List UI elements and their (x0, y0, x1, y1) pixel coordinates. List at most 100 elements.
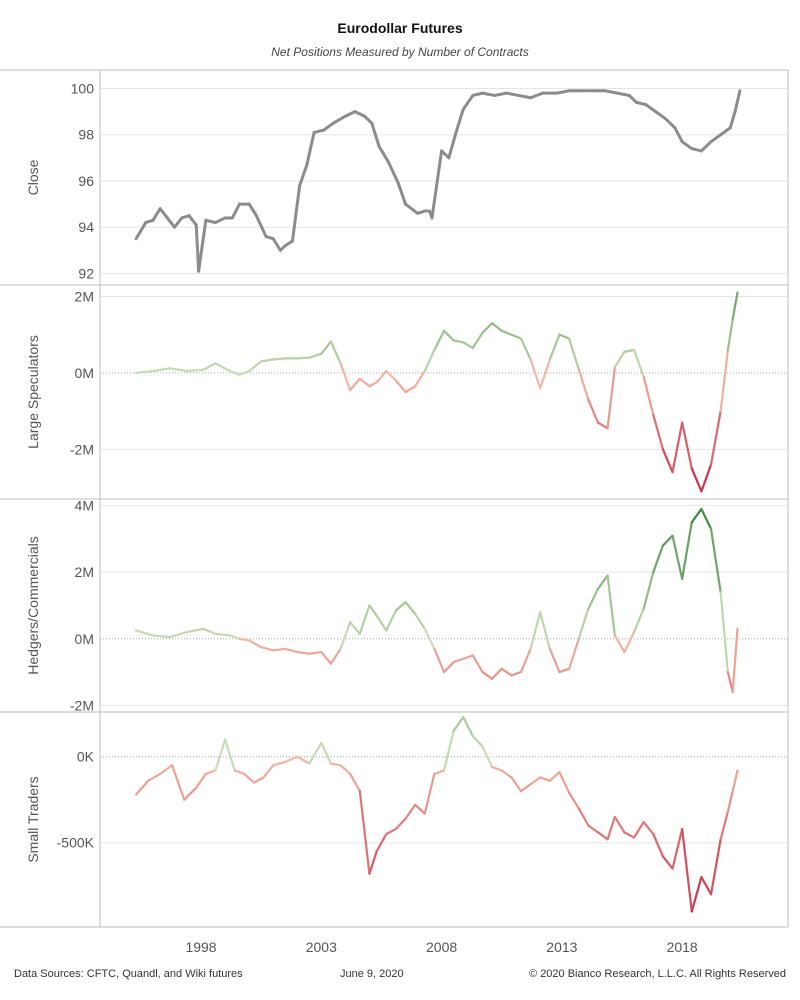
series-segment (519, 337, 532, 361)
y-axis-label: Hedgers/Commercials (25, 536, 41, 674)
series-segment (555, 89, 571, 95)
series-segment (731, 769, 739, 793)
y-tick-label: 2M (75, 288, 94, 304)
series-segment (567, 637, 580, 670)
series-segment (329, 340, 342, 365)
series-segment (394, 817, 407, 831)
series-segment (320, 650, 333, 665)
x-tick-label: 1998 (185, 939, 216, 955)
series-segment (195, 772, 207, 789)
series-segment (606, 574, 616, 637)
series-segment (596, 421, 609, 430)
series-segment (728, 110, 737, 130)
series-segment (312, 128, 326, 134)
series-segment (491, 765, 503, 772)
footer-copyright: © 2020 Bianco Research, L.L.C. All Right… (529, 968, 786, 980)
series-segment (214, 738, 227, 772)
series-segment (719, 810, 729, 841)
y-tick-label: 94 (78, 219, 94, 235)
series-segment (134, 369, 155, 374)
chart-title: Eurodollar Futures (337, 20, 463, 36)
series-segment (671, 827, 684, 870)
series-segment (471, 654, 484, 674)
series-segment (238, 637, 251, 642)
series-segment (719, 126, 732, 137)
x-tick-label: 2018 (667, 939, 698, 955)
series-segment (404, 601, 417, 615)
series-segment (681, 421, 693, 470)
series-segment (290, 184, 302, 243)
series-segment (260, 646, 275, 652)
series-segment (349, 621, 361, 635)
series-segment (709, 527, 722, 594)
series-segment (493, 91, 509, 97)
series-segment (147, 772, 162, 782)
series-segment (519, 783, 532, 793)
series-segment (214, 362, 232, 373)
series-segment (733, 89, 742, 114)
series-segment (491, 322, 503, 332)
series-segment (690, 507, 703, 524)
series-segment (558, 771, 571, 794)
series-segment (454, 107, 465, 134)
series-segment (423, 627, 436, 650)
series-segment (168, 367, 188, 373)
y-tick-label: -2M (70, 441, 94, 457)
series-segment (183, 786, 198, 801)
series-segment (358, 790, 371, 875)
series-segment (500, 769, 513, 779)
series-segment (375, 369, 388, 384)
series-segment (726, 790, 734, 813)
x-tick-label: 2008 (426, 939, 457, 955)
series-segment (481, 670, 494, 680)
series-segment (271, 237, 282, 252)
series-segment (368, 850, 378, 875)
series-segment (343, 110, 357, 118)
y-tick-label: 2M (75, 564, 94, 580)
series-segment (331, 114, 347, 125)
series-segment (529, 91, 545, 100)
series-segment (613, 634, 626, 654)
series-segment (414, 803, 426, 815)
series-segment (414, 612, 426, 630)
series-segment (171, 764, 186, 801)
series-segment (204, 769, 217, 776)
series-segment (505, 91, 521, 97)
series-segment (423, 348, 436, 373)
series-segment (661, 534, 674, 547)
series-segment (339, 362, 352, 392)
series-segment (510, 776, 523, 793)
series-segment (447, 130, 458, 160)
series-segment (308, 650, 323, 655)
series-segment (596, 831, 609, 841)
series-segment (339, 764, 352, 776)
series-segment (296, 356, 311, 360)
series-segment (606, 815, 616, 841)
series-segment (491, 667, 503, 680)
y-tick-label: 98 (78, 127, 94, 143)
y-tick-label: 0M (75, 365, 94, 381)
series-segment (368, 604, 378, 617)
series-segment (539, 611, 551, 650)
series-segment (248, 639, 263, 649)
x-tick-label: 2013 (546, 939, 577, 955)
series-segment (548, 771, 561, 782)
series-segment (394, 601, 407, 612)
series-segment (223, 738, 236, 772)
series-segment (247, 202, 258, 218)
series-segment (158, 207, 169, 220)
series-segment (623, 631, 636, 654)
series-segment (603, 89, 619, 95)
series-segment (353, 110, 367, 118)
series-segment (202, 627, 217, 635)
series-segment (272, 760, 287, 767)
series-segment (652, 413, 665, 451)
series-segment (385, 827, 397, 836)
series-segment (577, 367, 590, 401)
series-segment (642, 375, 655, 417)
series-segment (151, 634, 171, 639)
series-segment (228, 634, 241, 640)
series-segment (623, 831, 636, 839)
series-segment (404, 385, 417, 394)
series-segment (308, 741, 323, 765)
